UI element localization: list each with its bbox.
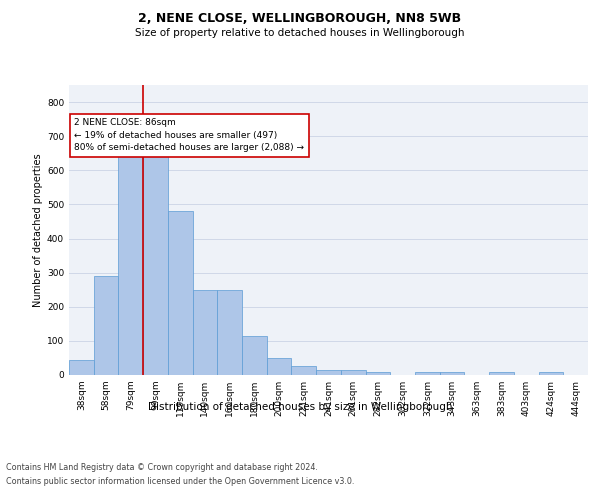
Bar xyxy=(193,290,217,375)
Bar xyxy=(143,148,168,375)
Bar xyxy=(217,290,242,375)
Bar xyxy=(267,358,292,375)
Bar xyxy=(118,152,143,375)
Bar xyxy=(365,372,390,375)
Bar xyxy=(316,370,341,375)
Bar xyxy=(341,370,365,375)
Bar xyxy=(94,276,118,375)
Bar xyxy=(242,336,267,375)
Bar xyxy=(489,372,514,375)
Text: Distribution of detached houses by size in Wellingborough: Distribution of detached houses by size … xyxy=(148,402,452,412)
Bar xyxy=(440,372,464,375)
Bar xyxy=(415,372,440,375)
Bar xyxy=(292,366,316,375)
Text: Contains public sector information licensed under the Open Government Licence v3: Contains public sector information licen… xyxy=(6,478,355,486)
Bar xyxy=(168,211,193,375)
Text: Size of property relative to detached houses in Wellingborough: Size of property relative to detached ho… xyxy=(135,28,465,38)
Text: Contains HM Land Registry data © Crown copyright and database right 2024.: Contains HM Land Registry data © Crown c… xyxy=(6,462,318,471)
Text: 2 NENE CLOSE: 86sqm
← 19% of detached houses are smaller (497)
80% of semi-detac: 2 NENE CLOSE: 86sqm ← 19% of detached ho… xyxy=(74,118,304,152)
Y-axis label: Number of detached properties: Number of detached properties xyxy=(33,153,43,307)
Bar xyxy=(69,360,94,375)
Bar xyxy=(539,372,563,375)
Text: 2, NENE CLOSE, WELLINGBOROUGH, NN8 5WB: 2, NENE CLOSE, WELLINGBOROUGH, NN8 5WB xyxy=(139,12,461,26)
